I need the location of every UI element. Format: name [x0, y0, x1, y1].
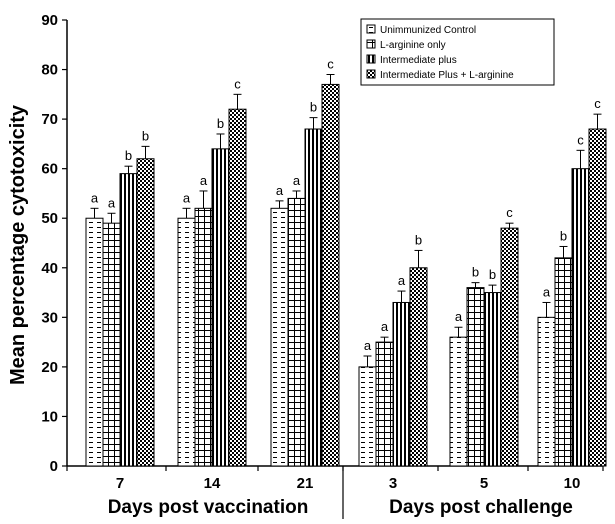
- legend-swatch: [366, 24, 376, 34]
- legend-label: Intermediate Plus + L-arginine: [380, 70, 514, 81]
- significance-letter: a: [108, 195, 116, 210]
- significance-letter: a: [276, 183, 284, 198]
- bar: [211, 148, 230, 467]
- x-tick-label: 21: [297, 475, 314, 492]
- bar: [409, 267, 428, 467]
- significance-letter: b: [489, 267, 496, 282]
- group-title-vaccination: Days post vaccination: [108, 497, 309, 518]
- significance-letter: c: [577, 132, 584, 147]
- significance-letter: a: [543, 284, 551, 299]
- bar: [321, 83, 340, 467]
- bar: [449, 336, 468, 467]
- significance-letter: b: [125, 148, 132, 163]
- legend-box: [360, 18, 555, 86]
- bar: [358, 366, 377, 467]
- bar: [194, 207, 213, 467]
- bar: [466, 287, 485, 467]
- bar: [571, 168, 590, 467]
- y-tick-label: 50: [41, 210, 58, 227]
- y-tick-label: 80: [41, 62, 58, 79]
- y-axis: 0 10 20 30 40 50 60 70 80 90: [41, 12, 68, 475]
- significance-letter: c: [234, 76, 241, 91]
- legend-label: Intermediate plus: [380, 55, 457, 66]
- legend-swatch: [366, 69, 376, 79]
- x-tick-label: 10: [564, 475, 581, 492]
- legend-label: L-arginine only: [380, 40, 446, 51]
- bar: [537, 316, 556, 467]
- bar: [102, 222, 121, 467]
- bar: [304, 128, 323, 467]
- significance-letter: a: [455, 309, 463, 324]
- y-tick-label: 10: [41, 408, 58, 425]
- significance-letter: a: [364, 338, 372, 353]
- significance-letter: a: [91, 190, 99, 205]
- bar: [554, 257, 573, 467]
- bar: [483, 292, 502, 467]
- x-tick-label: 5: [480, 475, 488, 492]
- x-tick-label: 3: [389, 475, 397, 492]
- bar: [228, 108, 247, 467]
- significance-letter: c: [506, 205, 513, 220]
- significance-letter: b: [472, 265, 479, 280]
- x-tick-label: 7: [116, 475, 124, 492]
- significance-letter: a: [293, 173, 301, 188]
- bar: [500, 227, 519, 467]
- y-tick-label: 0: [50, 458, 58, 475]
- significance-letter: b: [560, 228, 567, 243]
- y-axis-title: Mean percentage cytotoxicity: [7, 104, 29, 385]
- bar: [177, 217, 196, 467]
- group-title-challenge: Days post challenge: [389, 497, 573, 518]
- significance-letter: a: [183, 190, 191, 205]
- legend-swatch: [366, 54, 376, 64]
- y-tick-label: 30: [41, 309, 58, 326]
- legend-label: Unimmunized Control: [380, 25, 476, 36]
- bar: [287, 197, 306, 467]
- significance-letter: b: [310, 100, 317, 115]
- bar-marks: [85, 74, 607, 467]
- significance-letter: a: [200, 173, 208, 188]
- y-tick-label: 20: [41, 359, 58, 376]
- bar: [270, 207, 289, 467]
- significance-letter: c: [594, 96, 601, 111]
- significance-letter: a: [398, 273, 406, 288]
- bar: [588, 128, 607, 467]
- significance-letter: b: [142, 128, 149, 143]
- bar: [375, 341, 394, 467]
- x-tick-labels: 7 14 21 3 5 10: [116, 475, 581, 492]
- y-tick-label: 90: [41, 12, 58, 29]
- significance-letter: b: [217, 116, 224, 131]
- bar: [136, 158, 155, 467]
- y-tick-label: 70: [41, 111, 58, 128]
- significance-letter: b: [415, 232, 422, 247]
- bar: [392, 301, 411, 467]
- x-tick-label: 14: [204, 475, 221, 492]
- y-tick-label: 40: [41, 260, 58, 277]
- significance-letter: a: [381, 319, 389, 334]
- legend-swatch: [366, 39, 376, 49]
- legend: Unimmunized Control L-arginine only Interm…: [360, 18, 555, 86]
- y-tick-label: 60: [41, 161, 58, 178]
- bar: [119, 173, 138, 467]
- significance-letter: c: [327, 57, 334, 72]
- bar: [85, 217, 104, 467]
